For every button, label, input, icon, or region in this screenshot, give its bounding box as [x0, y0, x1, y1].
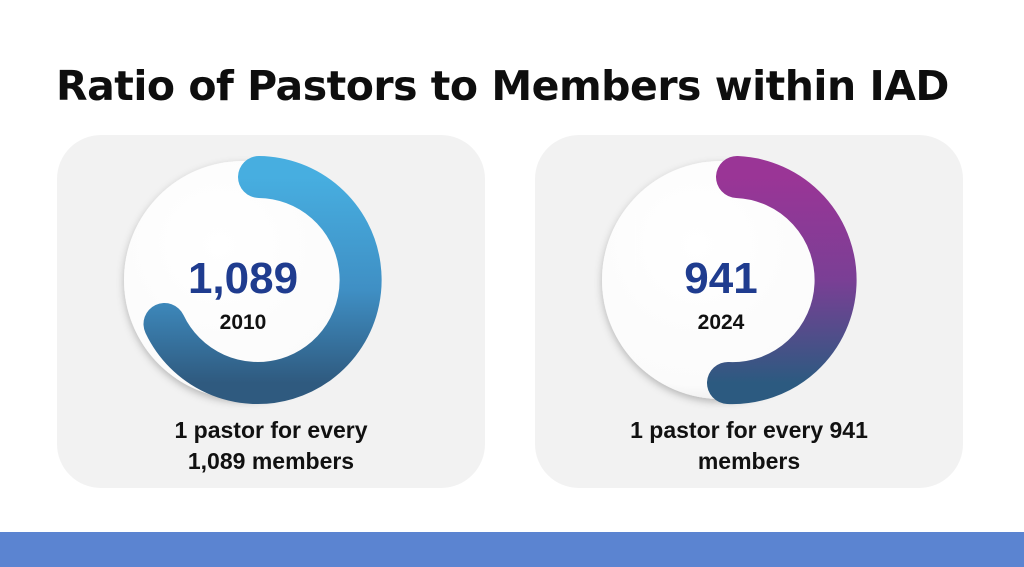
caption-line-1: 1 pastor for every — [174, 417, 368, 443]
caption-line-2: members — [697, 448, 801, 474]
ratio-card-2010: 1,089 2010 1 pastor for every 1,089 memb… — [57, 135, 485, 488]
ratio-year: 2010 — [219, 311, 267, 334]
donut-arc — [707, 156, 857, 405]
donut-face — [602, 161, 840, 399]
caption-line-1: 1 pastor for every 941 — [630, 417, 868, 443]
ratio-caption: 1 pastor for every 1,089 members — [57, 415, 485, 477]
footer-bar — [0, 532, 1024, 567]
donut-ring: 941 2024 — [600, 156, 857, 405]
donut-arc — [143, 156, 382, 404]
ratio-card-2024: 941 2024 1 pastor for every 941 members — [535, 135, 963, 488]
donut-ring: 1,089 2010 — [122, 156, 382, 404]
caption-line-2: 1,089 members — [187, 448, 355, 474]
slide-title: Ratio of Pastors to Members within IAD — [56, 62, 949, 110]
ratio-value: 941 — [684, 254, 758, 303]
ratio-value: 1,089 — [187, 254, 299, 303]
ratio-year: 2024 — [697, 311, 745, 334]
ratio-caption: 1 pastor for every 941 members — [535, 415, 963, 477]
